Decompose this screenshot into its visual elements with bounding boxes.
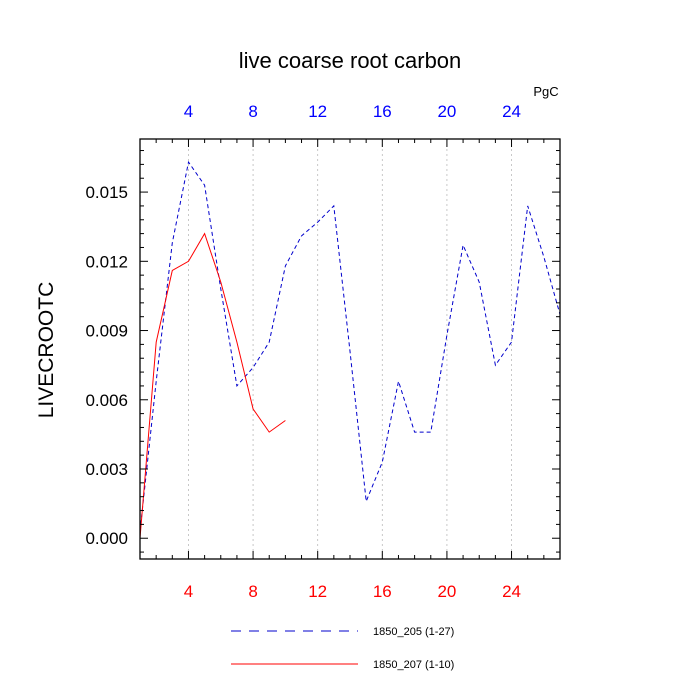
chart-title: live coarse root carbon [239,48,462,73]
top-axis-unit: PgC [533,84,558,99]
x-tick-label: 24 [502,582,521,601]
top-x-tick-label: 20 [437,102,456,121]
y-tick-label: 0.006 [85,391,128,410]
plot-frame [139,138,561,560]
x-tick-label: 20 [437,582,456,601]
series-line-1 [139,160,561,532]
top-x-tick-label: 8 [248,102,257,121]
axis-tick-labels: 4 4 8 8 12 12 16 16 20 20 24 24 0.000 0.003 0.006 0.009… [85,102,521,601]
y-tick-label: 0.012 [85,252,128,271]
y-tick-label: 0.009 [85,322,128,341]
axis-ticks [139,139,561,559]
legend-label-1: 1850_205 (1-27) [373,626,454,638]
top-x-tick-label: 24 [502,102,521,121]
x-tick-label: 12 [308,582,327,601]
x-tick-label: 16 [373,582,392,601]
series-line-2 [139,232,286,539]
legend: 1850_205 (1-27) 1850_207 (1-10) [231,626,454,671]
series-layer [139,160,561,539]
top-x-tick-label: 16 [373,102,392,121]
x-tick-label: 8 [248,582,257,601]
grid [188,139,512,559]
y-axis-label: LIVECROOTC [35,282,58,419]
y-tick-label: 0.000 [85,529,128,548]
x-tick-label: 4 [184,582,193,601]
top-x-tick-label: 12 [308,102,327,121]
legend-label-2: 1850_207 (1-10) [373,659,454,671]
top-x-tick-label: 4 [184,102,193,121]
y-tick-label: 0.015 [85,183,128,202]
y-tick-label: 0.003 [85,460,128,479]
